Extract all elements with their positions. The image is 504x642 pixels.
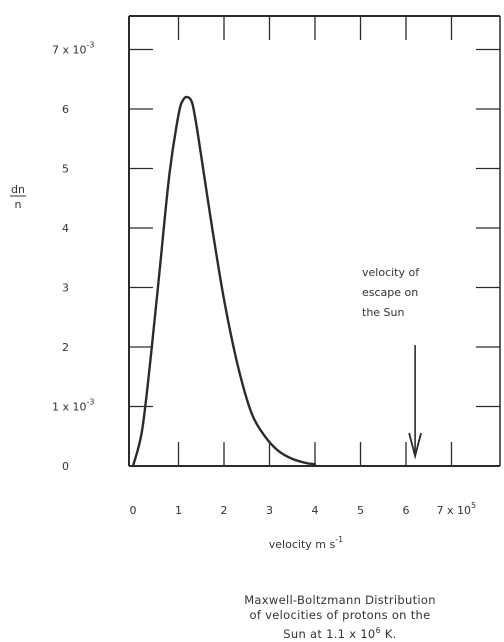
x-tick-label: 4 [312,504,319,517]
x-tick-label: 3 [266,504,273,517]
y-tick-labels: 0 1 x 10-3 2 3 4 5 6 7 x 10-3 [52,41,94,474]
x-tick-label: 7 x 105 [437,501,477,517]
y-tick-label: 0 [62,460,69,473]
y-axis-label-numerator: dn [11,183,25,196]
annotation-line-1: velocity of [362,266,420,279]
y-tick-label: 2 [62,341,69,354]
distribution-curve [131,95,317,468]
caption-line-2: of velocities of protons on the [249,608,431,622]
annotation-line-2: escape on [362,286,418,299]
caption-line-1: Maxwell-Boltzmann Distribution [244,593,436,607]
distribution-curve-group [131,95,317,468]
y-tick-label: 7 x 10-3 [52,41,94,57]
x-tick-label: 0 [130,504,137,517]
x-tick-labels: 0 1 2 3 4 5 6 7 x 105 [130,501,477,517]
figure-caption: Maxwell-Boltzmann Distribution of veloci… [190,593,490,642]
tick-marks [129,16,500,466]
plot-frame [128,15,501,467]
x-tick-label: 5 [357,504,364,517]
y-tick-label: 4 [62,222,69,235]
y-axis-label-denominator: n [15,198,22,211]
x-axis-label: velocity m s-1 [269,535,343,551]
x-tick-label: 6 [403,504,410,517]
x-tick-label: 2 [221,504,228,517]
y-tick-label: 6 [62,103,69,116]
escape-velocity-annotation: velocity of escape on the Sun [362,266,422,460]
caption-line-3: Sun at 1.1 x 106 K. [283,626,397,641]
y-tick-label: 5 [62,163,69,176]
y-tick-label: 1 x 10-3 [52,398,94,414]
escape-arrow-head [408,432,422,460]
y-axis-label: dn n [10,183,26,211]
annotation-line-3: the Sun [362,306,405,319]
x-tick-label: 1 [175,504,182,517]
y-tick-label: 3 [62,282,69,295]
